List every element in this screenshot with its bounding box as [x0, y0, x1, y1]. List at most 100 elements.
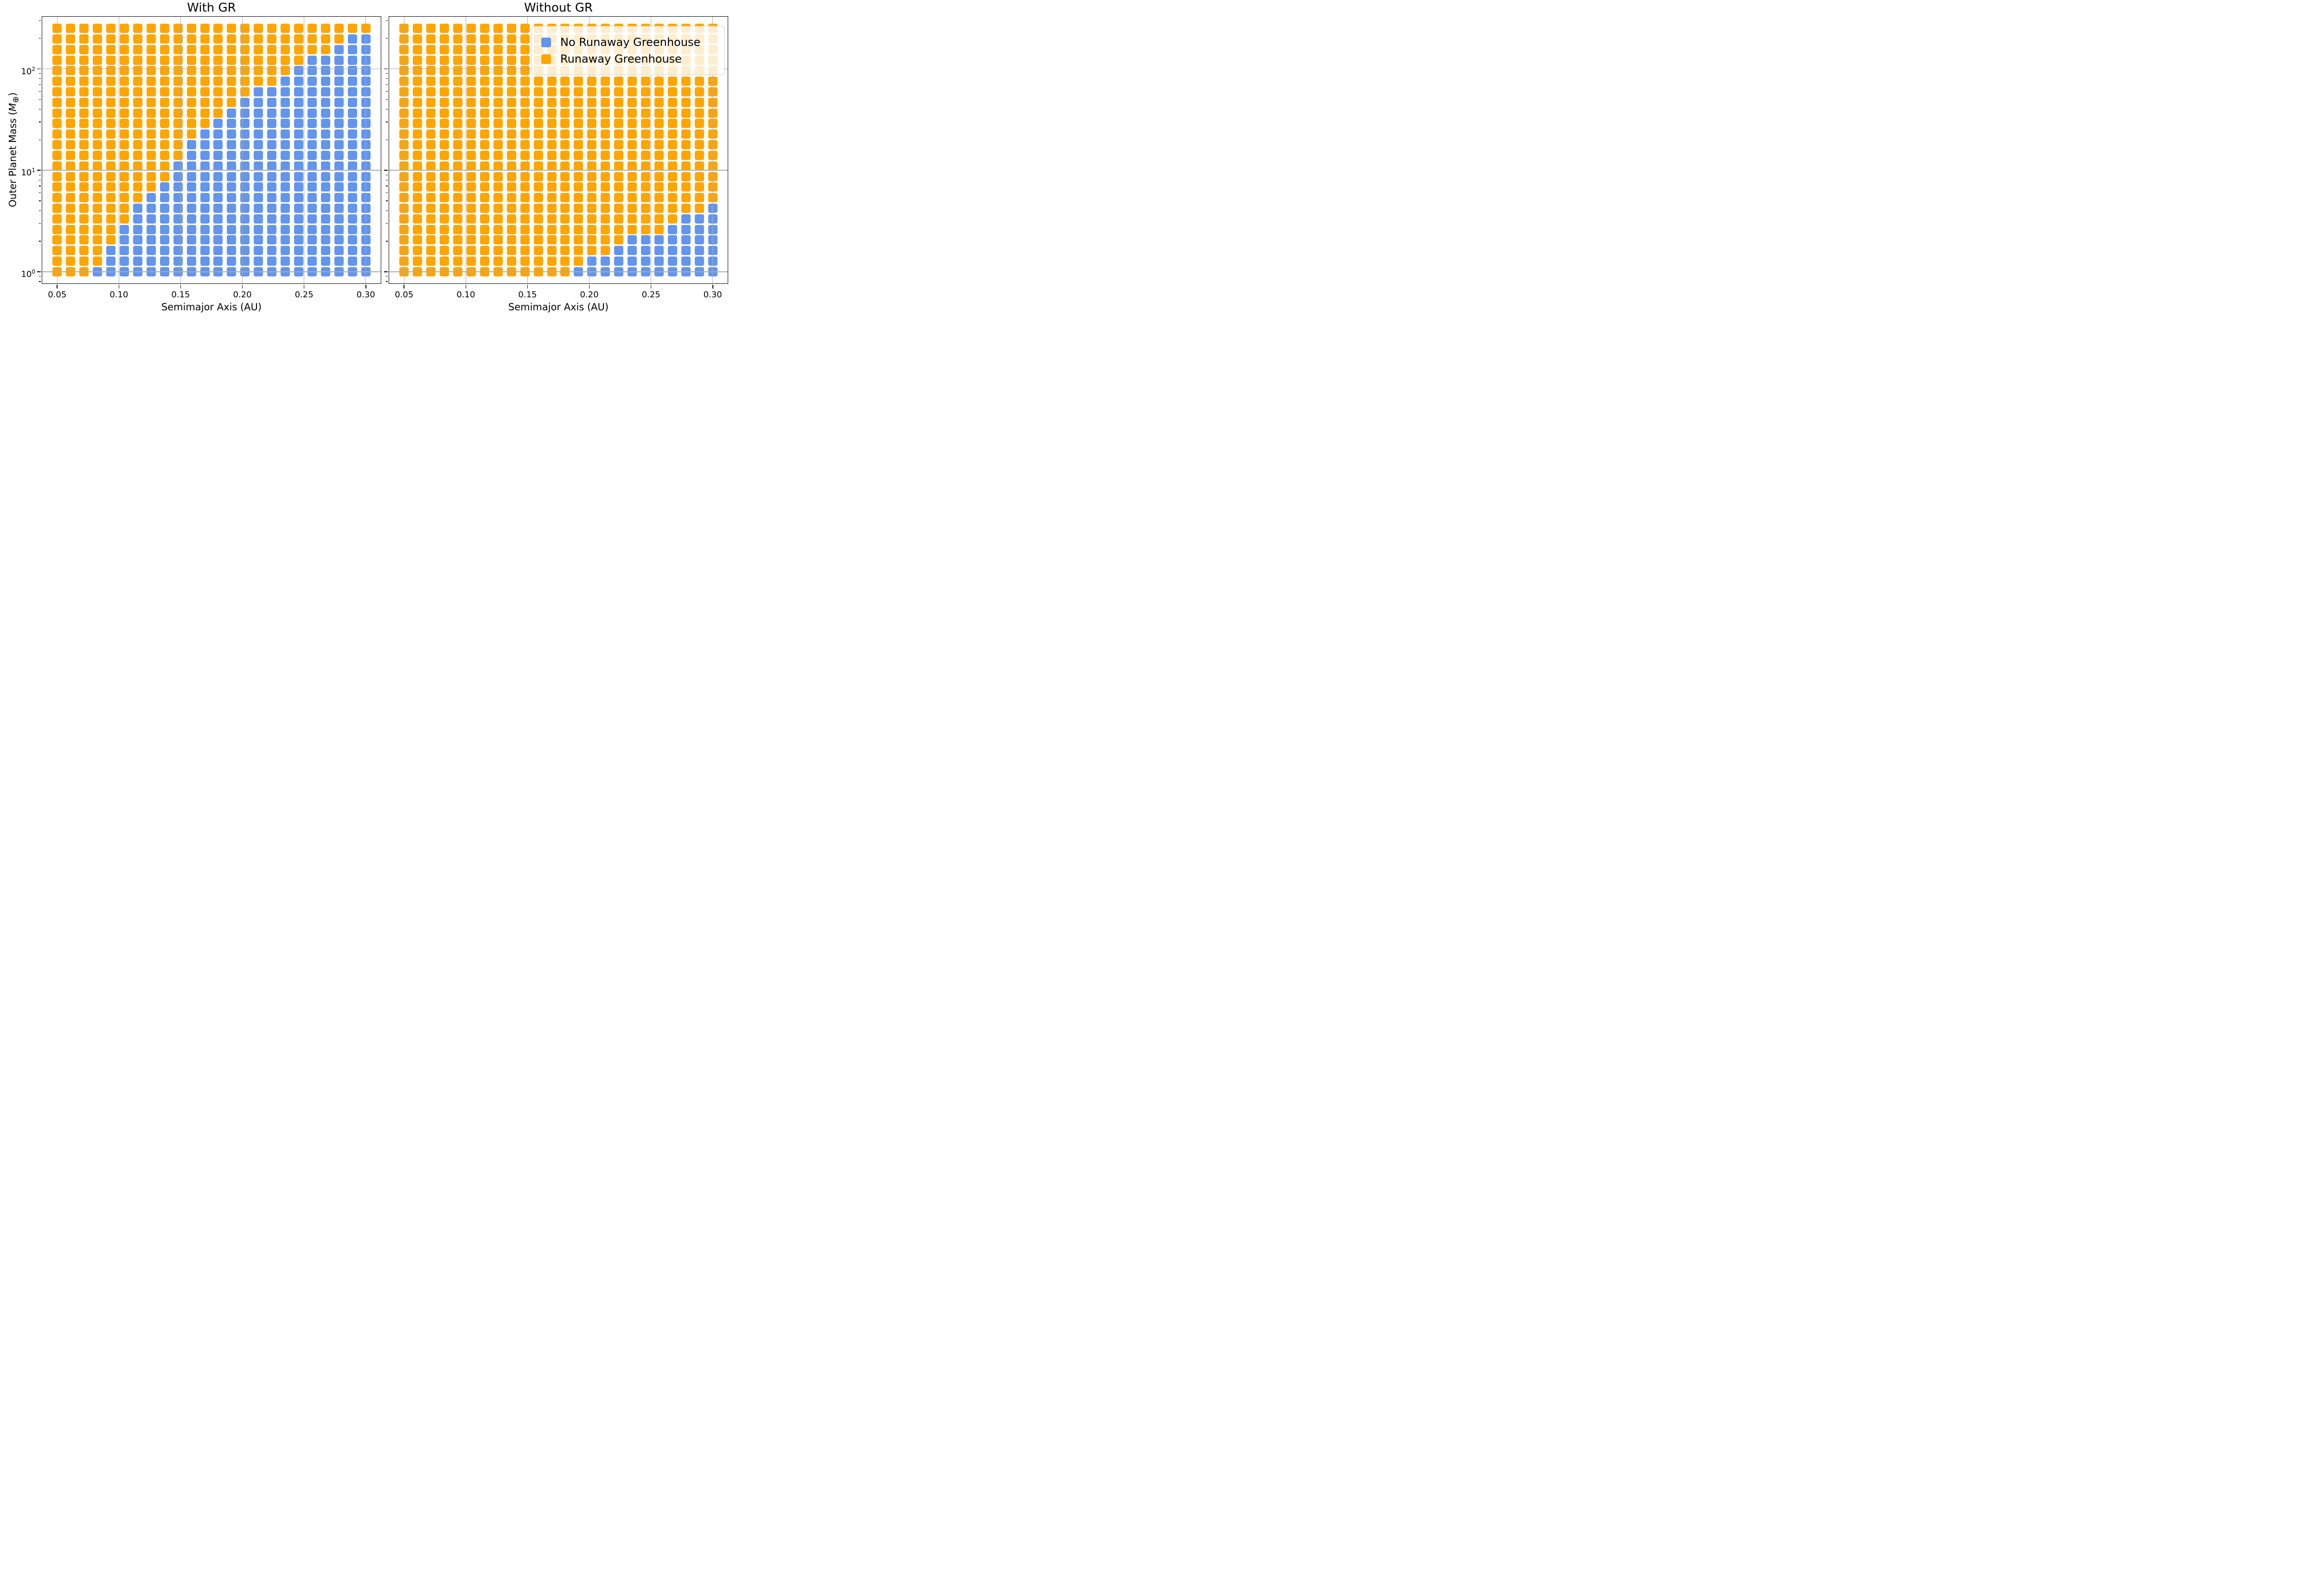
marker-square	[146, 193, 156, 203]
marker-square	[267, 256, 277, 266]
marker-square	[681, 235, 691, 245]
x-gridline	[404, 16, 405, 284]
marker-square	[574, 245, 583, 255]
marker-square	[480, 55, 489, 65]
marker-square	[533, 203, 543, 213]
marker-square	[267, 66, 277, 76]
marker-square	[413, 203, 423, 213]
marker-square	[133, 66, 142, 76]
marker-square	[66, 214, 76, 224]
marker-square	[601, 193, 610, 203]
marker-square	[547, 182, 557, 192]
marker-square	[506, 77, 516, 86]
marker-square	[426, 193, 436, 203]
marker-square	[240, 161, 250, 171]
marker-square	[119, 256, 129, 266]
marker-square	[654, 150, 664, 160]
y-gridline	[42, 170, 381, 171]
marker-square	[413, 193, 423, 203]
marker-square	[480, 34, 489, 44]
x-tick-label: 0.20	[233, 290, 252, 300]
marker-square	[320, 203, 330, 213]
marker-square	[106, 235, 116, 245]
x-gridline	[118, 16, 120, 284]
marker-square	[574, 77, 583, 86]
marker-square	[186, 256, 196, 266]
marker-square	[453, 245, 463, 255]
marker-square	[66, 224, 76, 234]
marker-square	[119, 182, 129, 192]
marker-square	[160, 182, 169, 192]
marker-square	[240, 224, 250, 234]
marker-square	[106, 119, 116, 128]
marker-square	[347, 108, 357, 118]
marker-square	[320, 172, 330, 181]
marker-square	[654, 203, 664, 213]
marker-square	[133, 193, 142, 203]
marker-square	[413, 119, 423, 128]
marker-square	[493, 256, 503, 266]
marker-square	[466, 87, 476, 97]
marker-square	[213, 140, 223, 150]
panel-title-without-gr: Without GR	[524, 1, 593, 15]
marker-square	[694, 129, 704, 139]
marker-square	[506, 24, 516, 33]
marker-square	[79, 77, 89, 86]
marker-square	[186, 182, 196, 192]
marker-square	[93, 245, 102, 255]
marker-square	[281, 235, 290, 245]
y-gridline	[389, 170, 728, 171]
marker-square	[133, 256, 142, 266]
marker-square	[506, 193, 516, 203]
marker-square	[79, 224, 89, 234]
marker-square	[106, 172, 116, 181]
y-tick	[37, 271, 41, 272]
marker-square	[587, 97, 597, 107]
marker-square	[267, 34, 277, 44]
marker-square	[426, 34, 436, 44]
marker-square	[547, 108, 557, 118]
marker-square	[587, 119, 597, 128]
marker-square	[106, 214, 116, 224]
marker-square	[681, 161, 691, 171]
marker-square	[186, 24, 196, 33]
marker-square	[694, 119, 704, 128]
marker-square	[347, 172, 357, 181]
marker-square	[694, 172, 704, 181]
marker-square	[520, 245, 530, 255]
marker-square	[320, 235, 330, 245]
marker-square	[413, 140, 423, 150]
marker-square	[453, 87, 463, 97]
marker-square	[173, 119, 183, 128]
marker-square	[240, 203, 250, 213]
marker-square	[160, 245, 169, 255]
marker-square	[106, 182, 116, 192]
marker-square	[440, 108, 449, 118]
marker-square	[146, 224, 156, 234]
marker-square	[240, 245, 250, 255]
marker-square	[601, 161, 610, 171]
marker-square	[254, 66, 263, 76]
marker-square	[320, 140, 330, 150]
marker-square	[587, 140, 597, 150]
y-axis-label: Outer Planet Mass (M⊕)	[7, 92, 20, 207]
x-tick-label: 0.05	[395, 290, 414, 300]
marker-square	[574, 87, 583, 97]
marker-square	[227, 214, 237, 224]
marker-square	[547, 150, 557, 160]
marker-square	[453, 214, 463, 224]
marker-square	[307, 108, 317, 118]
marker-square	[641, 224, 651, 234]
marker-square	[227, 256, 237, 266]
marker-square	[93, 66, 102, 76]
marker-square	[267, 108, 277, 118]
x-gridline	[365, 16, 366, 284]
marker-square	[506, 140, 516, 150]
marker-square	[654, 182, 664, 192]
marker-square	[520, 235, 530, 245]
marker-square	[334, 97, 344, 107]
marker-square	[601, 129, 610, 139]
marker-square	[334, 55, 344, 65]
marker-square	[294, 34, 304, 44]
marker-square	[79, 235, 89, 245]
